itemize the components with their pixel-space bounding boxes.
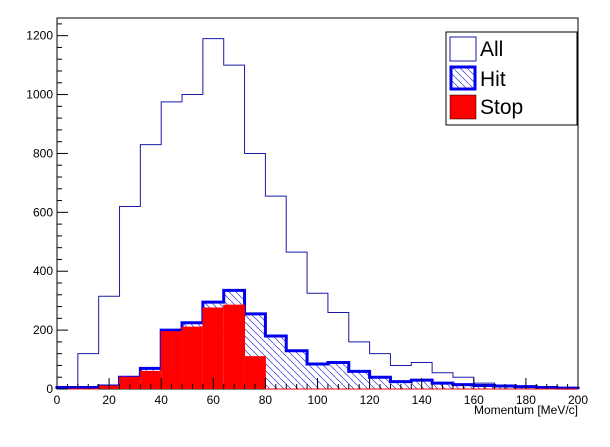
x-axis-title: Momentum [MeV/c] (474, 403, 578, 417)
hit-bin-bar (307, 363, 328, 389)
stop-bin-bar (223, 305, 245, 389)
x-tick-label: 160 (464, 393, 484, 407)
legend-swatch-all (449, 36, 477, 62)
stop-bin-bar (244, 356, 266, 389)
x-tick-label: 200 (568, 393, 588, 407)
legend-label-stop: Stop (480, 96, 523, 119)
x-tick-label: 120 (360, 393, 380, 407)
x-tick-label: 100 (307, 393, 327, 407)
x-tick-label: 140 (412, 393, 432, 407)
y-tick-label: 1000 (26, 88, 53, 102)
y-tick-label: 200 (33, 323, 53, 337)
legend-label-hit: Hit (480, 68, 506, 91)
legend-swatch-stop (449, 94, 477, 120)
hit-bin-bar (327, 362, 349, 389)
x-tick-label: 20 (102, 393, 116, 407)
y-tick-label: 800 (33, 146, 53, 160)
y-tick-label: 0 (46, 382, 53, 396)
series-stop (57, 304, 578, 390)
x-tick-label: 40 (155, 393, 169, 407)
series-stop-outline (57, 304, 578, 390)
x-tick-label: 180 (516, 393, 536, 407)
stop-bin-bar (202, 308, 224, 389)
legend: All Hit Stop (445, 31, 578, 126)
y-tick-label: 1200 (26, 29, 53, 43)
y-tick-label: 400 (33, 264, 53, 278)
stop-bin-bar (161, 331, 183, 389)
x-tick-label: 60 (207, 393, 221, 407)
x-tick-label: 80 (259, 393, 273, 407)
axes: 0 20 40 60 80 100 120 140 160 180 200 0 200 400 600 800… (26, 23, 588, 407)
stop-bin-bar (140, 371, 162, 389)
stop-bin-bar (119, 377, 141, 389)
hit-bin-bar (369, 377, 391, 389)
hit-bin-bar (348, 371, 370, 389)
y-tick-label: 600 (33, 205, 53, 219)
hit-bin-bar (286, 350, 308, 389)
legend-label-all: All (480, 38, 503, 61)
hit-bin-bar (265, 336, 287, 389)
legend-swatch-hit (449, 65, 477, 91)
x-tick-label: 0 (54, 393, 61, 407)
stop-bin-bar (182, 327, 203, 389)
